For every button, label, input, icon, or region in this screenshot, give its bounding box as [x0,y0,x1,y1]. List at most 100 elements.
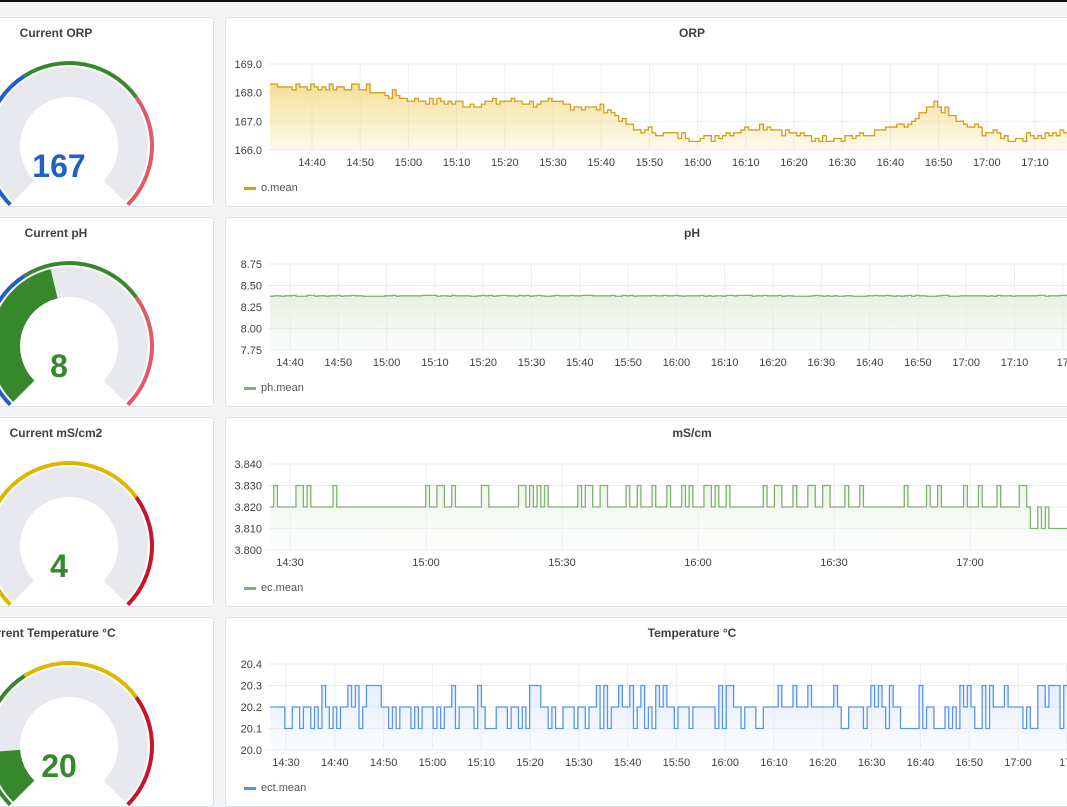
gauge-title: Current ORP [19,26,93,40]
y-tick-label: 3.820 [234,502,262,514]
graph-title: pH [684,226,700,240]
x-tick-label: 15:50 [636,157,664,169]
y-tick-label: 20.2 [241,702,262,714]
legend-swatch [244,586,256,590]
series-line [270,83,1067,143]
x-tick-label: 16:00 [684,157,712,169]
y-tick-label: 3.840 [234,459,262,471]
x-tick-label: 15:30 [548,557,576,569]
chart-ph[interactable]: 8.75 8.50 8.25 8.00 7.75 14:40 14:50 15:00 15:10… [226,218,1067,407]
x-tick-label: 15:40 [566,357,594,369]
y-tick-label: 3.830 [234,481,262,493]
x-tick-label: 15:20 [469,357,497,369]
x-tick-label: 16:30 [808,357,836,369]
x-tick-label: 15:00 [412,557,440,569]
y-tick-label: 8.25 [241,302,262,314]
legend-item[interactable]: ec.mean [244,582,303,594]
x-tick-label: 17:00 [956,557,984,569]
gauge-panel-temp[interactable]: rrent Temperature °C 20 [0,617,214,807]
gauge-threshold-band [0,474,26,606]
legend-item[interactable]: o.mean [244,182,298,194]
graph-panel-ph[interactable]: pH 8.75 8.50 8.25 8.00 7.75 14:40 14:50 15:00 15… [225,217,1067,407]
gauge-orp [0,61,154,206]
x-tick-label: 15:30 [565,757,593,769]
gauge-value: 4 [50,548,68,584]
y-tick-label: 7.75 [241,345,262,357]
gauge-threshold-band [126,496,154,606]
x-tick-label: 14:40 [276,357,304,369]
x-tick-label: 14:40 [321,757,349,769]
gauge-value: 20 [41,748,77,784]
y-tick-label: 20.1 [241,724,262,736]
gauge-panel-ec[interactable]: Current mS/cm2 4 [0,417,214,607]
x-tick-label: 17:00 [973,157,1001,169]
graph-title: ORP [678,26,705,40]
gauge-title: rrent Temperature °C [0,626,116,640]
legend-item[interactable]: ph.mean [244,382,304,394]
gauge-ec [0,461,154,606]
legend-label: ect.mean [261,782,307,794]
chart-temp[interactable]: 20.4 20.3 20.2 20.1 20.0 14:30 14:40 14:50 15:00… [226,618,1067,807]
x-tick-label: 16:10 [711,357,739,369]
x-tick-label: 15:00 [419,757,447,769]
x-tick-label: 15:30 [518,357,546,369]
x-tick-label: 16:00 [684,557,712,569]
y-tick-label: 8.00 [241,324,262,336]
chart-ec[interactable]: 3.840 3.830 3.820 3.810 3.800 14:30 15:00 15:30… [226,418,1067,607]
x-tick-label: 14:50 [370,757,398,769]
legend-swatch [244,186,256,190]
x-tick-label: 15:40 [614,757,642,769]
x-tick-label: 16:50 [904,357,932,369]
gauge-threshold-band [23,261,138,299]
x-tick-label: 15:00 [373,357,401,369]
graph-panel-orp[interactable]: ORP 169.0 168.0 167.0 166.0 14:40 14:50 15:00 1… [225,17,1067,207]
gauge-title: Current mS/cm2 [9,426,103,440]
x-tick-label: 16:20 [809,757,837,769]
series-line [270,484,1067,530]
y-tick-label: 169.0 [234,59,262,71]
x-tick-label: 14:30 [272,757,300,769]
x-tick-label: 16:10 [732,157,760,169]
x-tick-label: 16:10 [760,757,788,769]
x-tick-label: 15:50 [614,357,642,369]
x-tick-label: 14:30 [276,557,304,569]
chart-orp[interactable]: 169.0 168.0 167.0 166.0 14:40 14:50 15:00 15:10… [226,18,1067,207]
gauge-panel-ph[interactable]: Current pH 8 [0,217,214,407]
x-tick-label: 16:50 [925,157,953,169]
x-tick-label: 17:10 [1001,357,1029,369]
gauge-threshold-band [23,461,138,499]
x-tick-label: 15:40 [587,157,615,169]
gauge-threshold-band [126,696,154,806]
graph-title: mS/cm [672,426,712,440]
gauge-panel-orp[interactable]: Current ORP 167 [0,17,214,207]
y-tick-label: 166.0 [234,145,262,157]
graph-panel-ec[interactable]: mS/cm 3.840 3.830 3.820 3.810 3.800 14:30 15:0… [225,417,1067,607]
graph-title: Temperature °C [647,626,737,640]
legend-item[interactable]: ect.mean [244,782,306,794]
x-tick-label: 17:00 [1004,757,1032,769]
series-area [270,485,1067,550]
x-tick-label: 16:40 [907,757,935,769]
gauge-threshold-band [126,296,154,406]
graph-panel-temp[interactable]: Temperature °C 20.4 20.3 20.2 20.1 20.0 14:30… [225,617,1067,807]
x-tick-label: 14:50 [325,357,353,369]
gauge-fill [0,749,35,802]
x-tick-label: 17 [1057,357,1067,369]
gauge-track [0,67,148,202]
gauge-threshold-band [0,274,26,406]
y-tick-label: 20.0 [241,745,262,757]
legend-label: ec.mean [261,582,304,594]
x-tick-label: 15:00 [395,157,423,169]
series-area [270,685,1067,750]
x-tick-label: 15:10 [443,157,471,169]
x-tick-label: 16:30 [820,557,848,569]
y-tick-label: 20.4 [241,659,262,671]
y-tick-label: 20.3 [241,681,262,693]
y-tick-label: 168.0 [234,88,262,100]
x-tick-label: 15:20 [491,157,519,169]
y-tick-label: 3.800 [234,545,262,557]
x-tick-label: 14:40 [298,157,326,169]
x-tick-label: 15:10 [467,757,495,769]
gauge-track [0,467,148,602]
x-tick-label: 16:40 [856,357,884,369]
